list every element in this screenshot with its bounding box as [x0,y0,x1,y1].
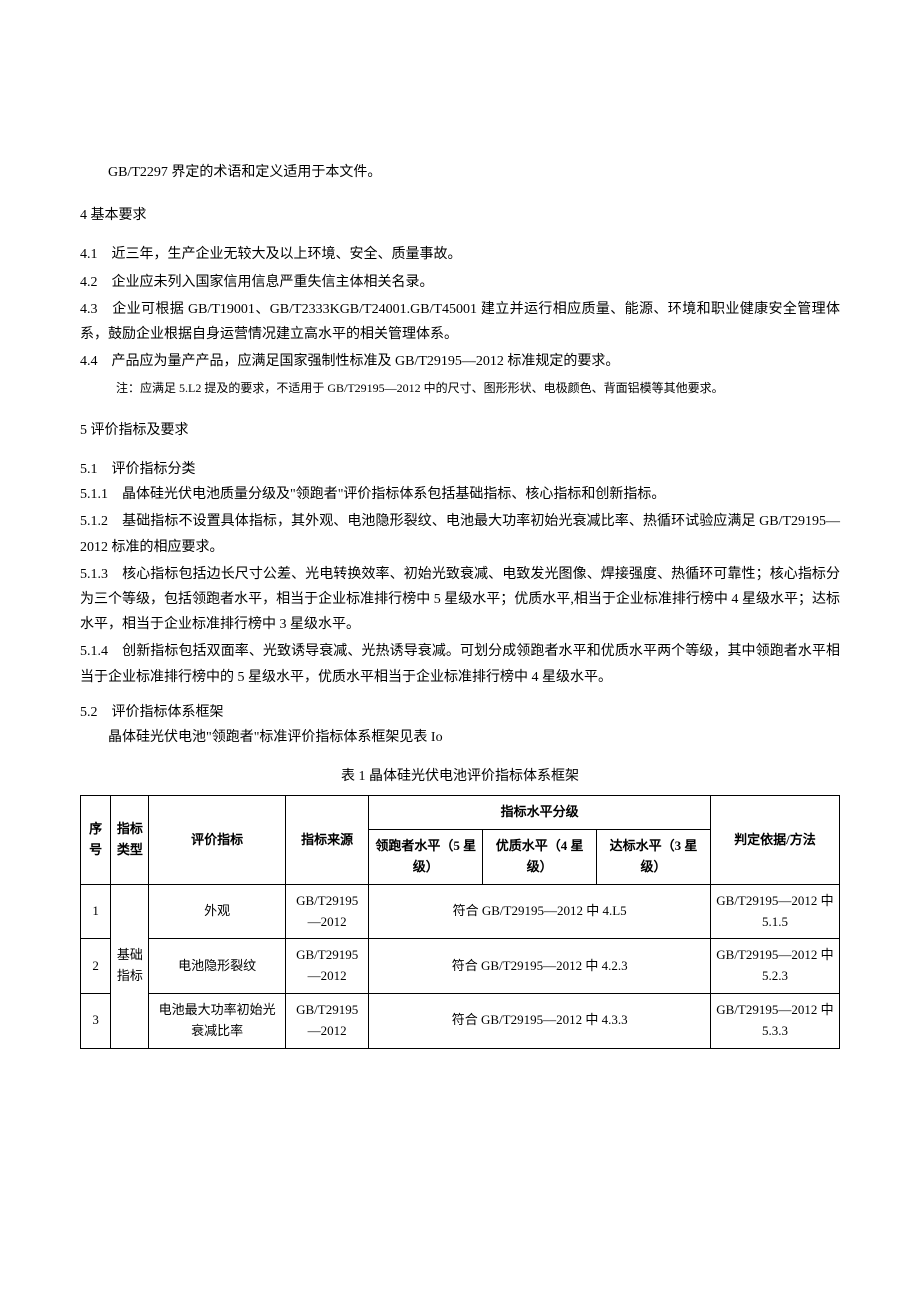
cell-basis: GB/T29195—2012 中 5.3.3 [710,993,839,1048]
table-caption: 表 1 晶体硅光伏电池评价指标体系框架 [80,764,840,789]
sec5-2-title: 5.2 评价指标体系框架 [80,700,840,725]
th-lvl-b: 优质水平（4 星级） [483,830,597,885]
cell-level: 符合 GB/T29195—2012 中 4.L5 [369,884,711,939]
th-lvl-a: 领跑者水平（5 星级） [369,830,483,885]
sec4-4: 4.4 产品应为量产产品，应满足国家强制性标准及 GB/T29195—2012 … [80,349,840,374]
sec5-1-title: 5.1 评价指标分类 [80,457,840,482]
cell-source: GB/T29195—2012 [285,939,368,994]
section-4-title: 4 基本要求 [80,203,840,228]
sec4-2: 4.2 企业应未列入国家信用信息严重失信主体相关名录。 [80,270,840,295]
sec4-1: 4.1 近三年，生产企业无较大及以上环境、安全、质量事故。 [80,242,840,267]
cell-seq: 2 [81,939,111,994]
table-row: 2 电池隐形裂纹 GB/T29195—2012 符合 GB/T29195—201… [81,939,840,994]
cell-source: GB/T29195—2012 [285,884,368,939]
cell-level: 符合 GB/T29195—2012 中 4.3.3 [369,993,711,1048]
intro-line: GB/T2297 界定的术语和定义适用于本文件。 [80,160,840,185]
th-metric: 评价指标 [149,796,286,884]
cell-source: GB/T29195—2012 [285,993,368,1048]
cell-seq: 3 [81,993,111,1048]
sec4-3: 4.3 企业可根据 GB/T19001、GB/T2333KGB/T24001.G… [80,297,840,347]
table-row: 1 基础指标 外观 GB/T29195—2012 符合 GB/T29195—20… [81,884,840,939]
sec5-1-3: 5.1.3 核心指标包括边长尺寸公差、光电转换效率、初始光致衰减、电致发光图像、… [80,562,840,638]
cell-type: 基础指标 [111,884,149,1048]
sec5-1-1: 5.1.1 晶体硅光伏电池质量分级及"领跑者"评价指标体系包括基础指标、核心指标… [80,482,840,507]
cell-metric: 电池隐形裂纹 [149,939,286,994]
th-lvl-c: 达标水平（3 星级） [597,830,711,885]
cell-metric: 电池最大功率初始光衰减比率 [149,993,286,1048]
cell-metric: 外观 [149,884,286,939]
th-level-group: 指标水平分级 [369,796,711,830]
table-row: 3 电池最大功率初始光衰减比率 GB/T29195—2012 符合 GB/T29… [81,993,840,1048]
framework-table: 序号 指标类型 评价指标 指标来源 指标水平分级 判定依据/方法 领跑者水平（5… [80,795,840,1048]
sec5-2-intro: 晶体硅光伏电池"领跑者"标准评价指标体系框架见表 Io [80,725,840,750]
cell-level: 符合 GB/T29195—2012 中 4.2.3 [369,939,711,994]
section-5-title: 5 评价指标及要求 [80,418,840,443]
th-type: 指标类型 [111,796,149,884]
sec5-1-4: 5.1.4 创新指标包括双面率、光致诱导衰减、光热诱导衰减。可划分成领跑者水平和… [80,639,840,689]
sec5-1-2: 5.1.2 基础指标不设置具体指标，其外观、电池隐形裂纹、电池最大功率初始光衰减… [80,509,840,559]
sec4-note: 注：应满足 5.L2 提及的要求，不适用于 GB/T29195—2012 中的尺… [80,378,840,400]
cell-basis: GB/T29195—2012 中 5.1.5 [710,884,839,939]
cell-basis: GB/T29195—2012 中 5.2.3 [710,939,839,994]
cell-seq: 1 [81,884,111,939]
th-source: 指标来源 [285,796,368,884]
th-basis: 判定依据/方法 [710,796,839,884]
table-header-row-1: 序号 指标类型 评价指标 指标来源 指标水平分级 判定依据/方法 [81,796,840,830]
th-seq: 序号 [81,796,111,884]
